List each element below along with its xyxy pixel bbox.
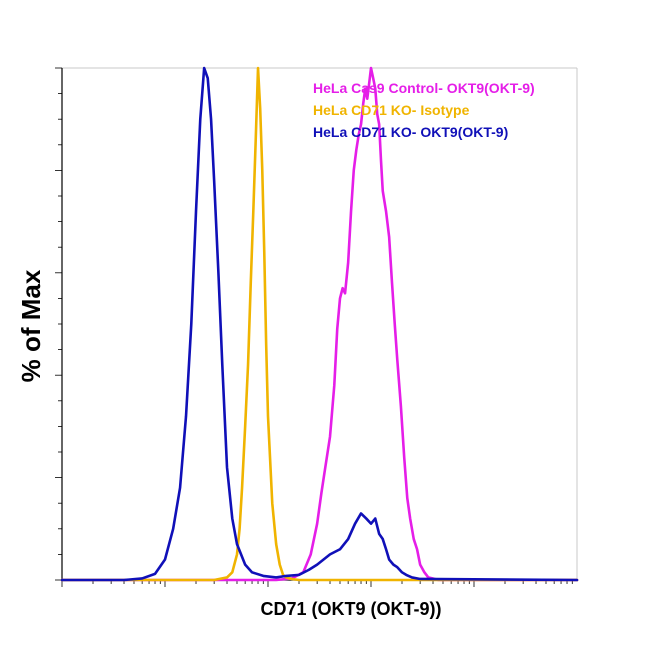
legend-entry-2: HeLa CD71 KO- Isotype [313,102,470,118]
series-line-2 [60,66,579,582]
legend-entry-1: HeLa Cas9 Control- OKT9(OKT-9) [313,80,535,96]
series-layer [60,66,579,582]
legend: HeLa Cas9 Control- OKT9(OKT-9) HeLa CD71 … [313,80,535,140]
y-axis-label: % of Max [16,269,46,382]
x-axis-label: CD71 (OKT9 (OKT-9)) [260,599,441,619]
legend-entry-3: HeLa CD71 KO- OKT9(OKT-9) [313,124,508,140]
y-axis-ticks [55,67,62,581]
series-line-1 [60,66,579,582]
series-line-3 [60,66,579,582]
